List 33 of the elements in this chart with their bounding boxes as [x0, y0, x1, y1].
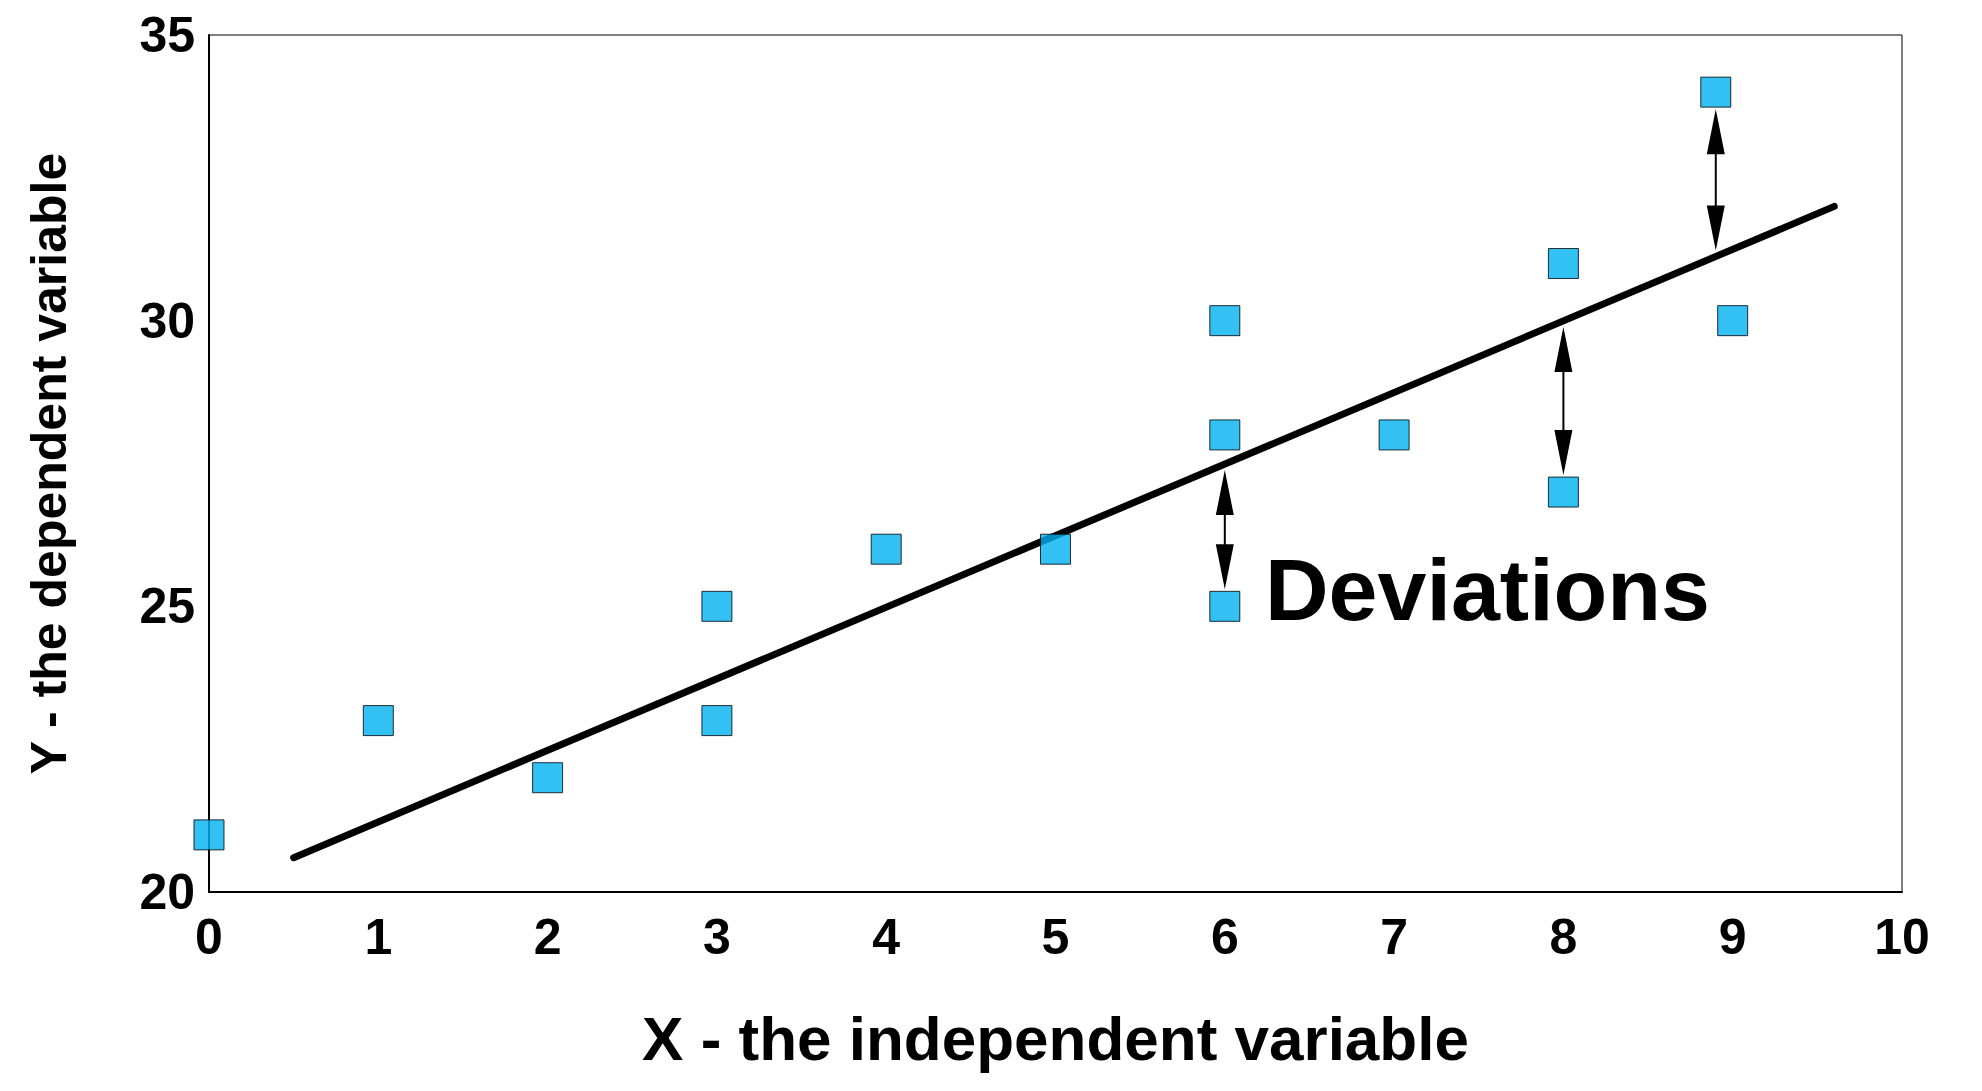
point	[1209, 419, 1241, 451]
y-tick-label: 30	[139, 292, 195, 349]
point	[362, 705, 394, 737]
x-tick-label: 4	[872, 909, 901, 965]
x-tick-label: 9	[1718, 909, 1747, 965]
point	[701, 705, 733, 737]
point	[1209, 305, 1241, 337]
y-tick-label: 25	[139, 578, 195, 635]
x-tick-label: 2	[533, 909, 562, 965]
y-axis-title: Y - the dependent variable	[21, 152, 77, 775]
x-tick-label: 10	[1874, 909, 1930, 965]
x-tick-label: 1	[364, 909, 393, 965]
point	[1040, 533, 1071, 565]
point	[1700, 76, 1732, 108]
x-tick-label: 5	[1041, 909, 1070, 965]
point	[870, 533, 902, 565]
point	[1547, 248, 1579, 280]
y-tick-label: 35	[139, 7, 195, 63]
y-tick-label: 20	[139, 864, 195, 920]
point	[532, 762, 564, 794]
x-tick-label: 6	[1210, 909, 1239, 965]
x-tick-label: 0	[195, 909, 223, 965]
x-axis-title: X - the independent variable	[642, 1003, 1469, 1073]
x-tick-label: 8	[1549, 909, 1578, 965]
point	[1209, 590, 1241, 622]
point	[701, 590, 733, 622]
point	[193, 819, 225, 851]
x-tick-label: 7	[1380, 909, 1409, 965]
point	[1378, 419, 1410, 451]
point	[1717, 305, 1749, 337]
annotation: Deviations	[1265, 539, 1711, 639]
x-tick-label: 3	[702, 909, 731, 965]
point	[1547, 476, 1579, 508]
